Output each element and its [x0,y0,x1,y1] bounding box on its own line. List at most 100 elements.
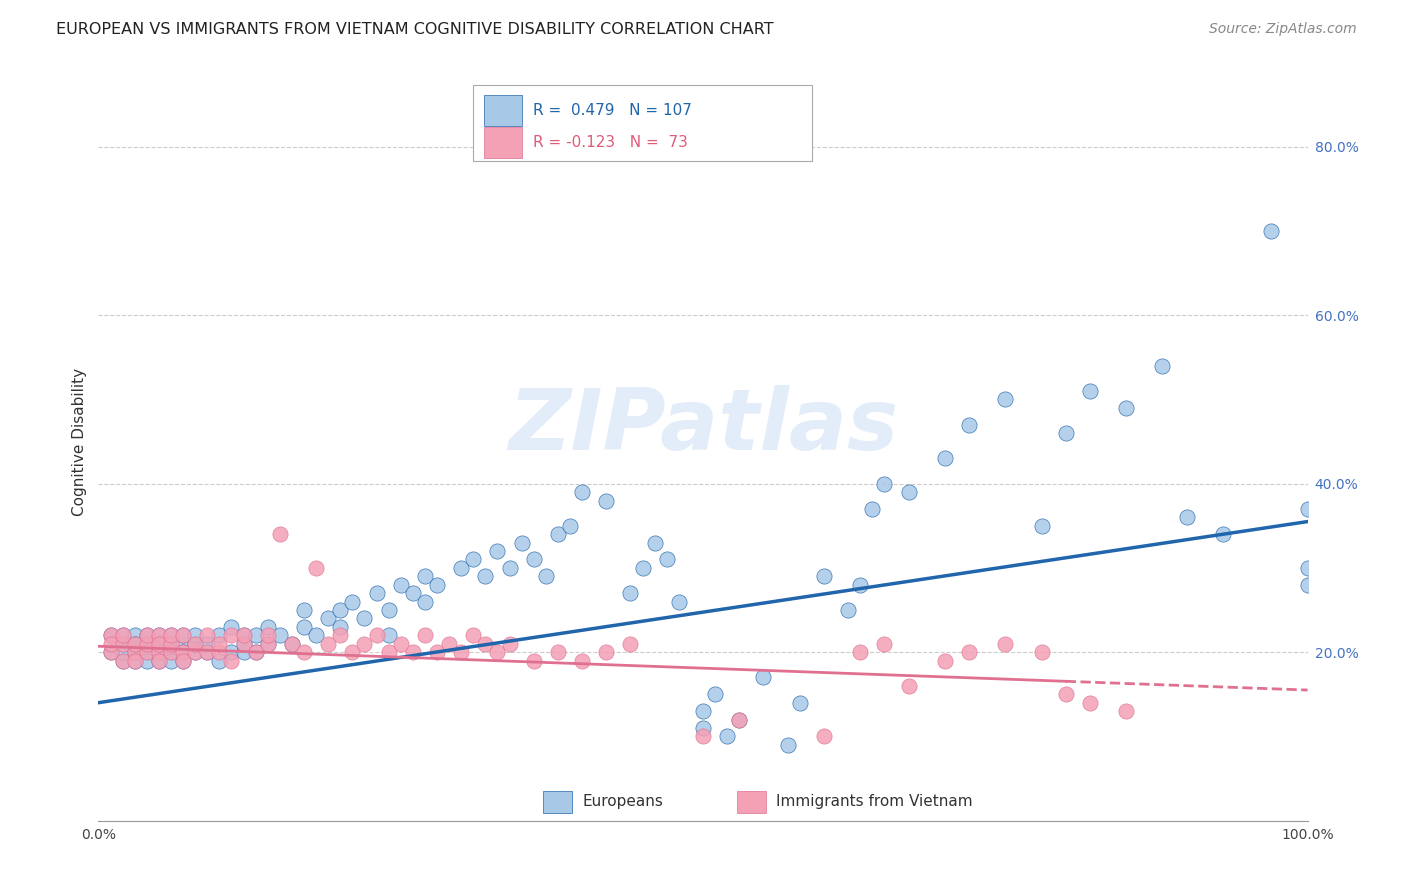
Point [100,628,122,642]
Point [124,637,146,651]
Point [124,645,146,659]
Point [595,645,617,659]
Point [366,586,388,600]
Point [1078,696,1101,710]
Point [184,628,207,642]
Point [160,637,183,651]
Point [692,730,714,744]
Point [837,603,859,617]
Point [221,620,243,634]
Point [329,628,352,642]
Point [148,645,170,659]
Point [463,628,485,642]
Point [111,637,134,651]
Text: Europeans: Europeans [582,794,664,809]
Point [813,569,835,583]
Point [1054,687,1077,701]
Point [135,645,157,659]
Point [232,645,254,659]
Point [124,654,146,668]
Point [571,654,593,668]
Point [437,637,460,651]
Point [728,713,751,727]
Point [1260,224,1282,238]
Point [329,620,352,634]
Point [342,594,364,608]
Point [377,645,399,659]
Point [148,637,170,651]
Point [1175,510,1198,524]
Point [160,628,183,642]
Point [571,485,593,500]
Point [292,645,315,659]
Point [558,518,581,533]
Point [619,637,641,651]
Point [100,628,122,642]
Point [172,654,194,668]
Point [849,645,872,659]
Point [184,637,207,651]
Point [994,392,1017,407]
Point [498,561,520,575]
Point [100,637,122,651]
Point [474,569,496,583]
Point [135,654,157,668]
Text: EUROPEAN VS IMMIGRANTS FROM VIETNAM COGNITIVE DISABILITY CORRELATION CHART: EUROPEAN VS IMMIGRANTS FROM VIETNAM COGN… [56,22,773,37]
Point [256,628,278,642]
Point [172,628,194,642]
Point [195,628,218,642]
Point [232,628,254,642]
Point [111,645,134,659]
Point [426,645,449,659]
Point [994,637,1017,651]
Point [195,645,218,659]
Point [752,670,775,684]
FancyBboxPatch shape [543,790,572,813]
Point [100,645,122,659]
Point [510,535,533,549]
Point [221,654,243,668]
Point [148,654,170,668]
Point [957,645,980,659]
Point [221,628,243,642]
Point [1296,578,1319,592]
Point [184,645,207,659]
Point [269,527,291,541]
Text: R =  0.479   N = 107: R = 0.479 N = 107 [533,103,692,118]
Point [124,645,146,659]
FancyBboxPatch shape [737,790,766,813]
Point [1296,561,1319,575]
Point [208,654,231,668]
Point [547,527,569,541]
Point [1115,401,1137,415]
Point [523,654,546,668]
Point [195,637,218,651]
Point [897,679,920,693]
FancyBboxPatch shape [474,85,811,161]
Point [377,603,399,617]
Point [184,637,207,651]
Point [100,645,122,659]
Point [135,637,157,651]
Point [413,594,436,608]
Point [135,637,157,651]
Point [486,544,509,558]
Point [813,730,835,744]
Point [316,611,339,625]
Text: Source: ZipAtlas.com: Source: ZipAtlas.com [1209,22,1357,37]
Point [389,578,412,592]
Point [281,637,304,651]
Point [256,620,278,634]
Point [124,654,146,668]
Point [148,637,170,651]
Point [160,645,183,659]
FancyBboxPatch shape [484,95,522,126]
Point [160,654,183,668]
Point [292,620,315,634]
Point [402,645,425,659]
Point [172,645,194,659]
Point [1031,645,1053,659]
Point [631,561,654,575]
Point [692,704,714,718]
Text: ZIPatlas: ZIPatlas [508,384,898,468]
